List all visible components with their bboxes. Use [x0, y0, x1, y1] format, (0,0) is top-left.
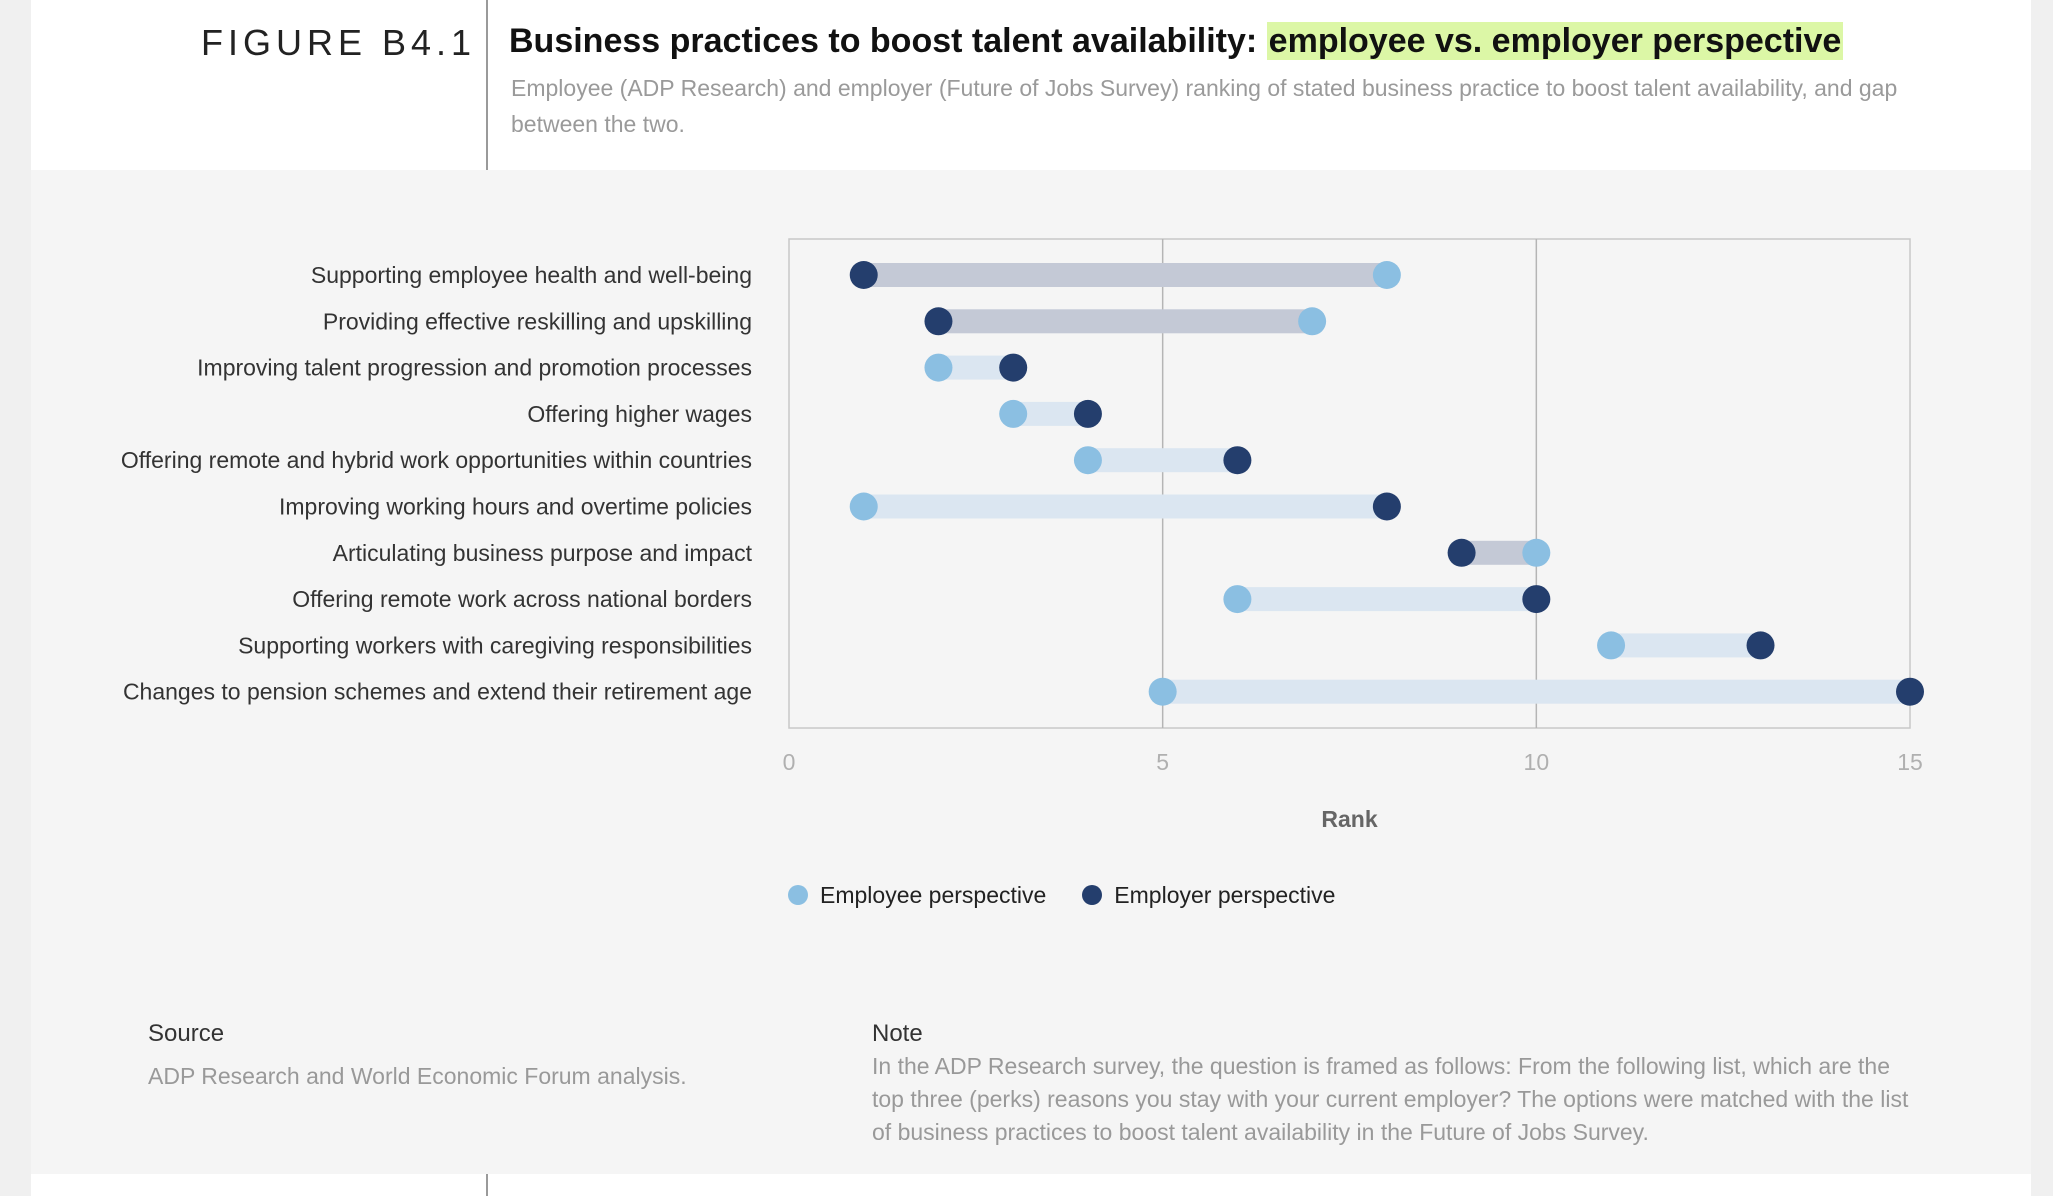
x-tick-label: 0	[783, 749, 796, 775]
plot-frame	[788, 238, 1911, 729]
source-heading: Source	[148, 1020, 225, 1047]
right-margin	[2031, 0, 2053, 1196]
note-text: In the ADP Research survey, the question…	[872, 1053, 1909, 1145]
employer-point	[924, 307, 953, 336]
figure-title: Business practices to boost talent avail…	[509, 22, 1844, 61]
source-text: ADP Research and World Economic Forum an…	[148, 1063, 687, 1089]
figure-title-main: Business practices to boost talent avail…	[509, 22, 1267, 60]
x-axis-label: Rank	[1321, 806, 1377, 832]
legend-item-employer: Employer perspective	[1082, 882, 1335, 909]
employee-point	[1298, 307, 1327, 336]
gap-bar	[1237, 587, 1537, 612]
employee-point	[924, 353, 953, 382]
employee-point	[1073, 446, 1102, 475]
category-label: Providing effective reskilling and upski…	[323, 308, 752, 334]
employee-point	[1597, 631, 1626, 660]
category-label: Offering remote and hybrid work opportun…	[121, 447, 752, 473]
employer-point	[1073, 399, 1102, 428]
header-divider	[486, 0, 488, 170]
footer-divider	[486, 1174, 488, 1196]
employee-point	[1522, 538, 1551, 567]
chart-legend: Employee perspective Employer perspectiv…	[788, 880, 1371, 910]
category-label: Supporting employee health and well-bein…	[311, 262, 752, 288]
category-label: Supporting workers with caregiving respo…	[238, 632, 752, 658]
x-tick-label: 10	[1524, 749, 1550, 775]
employer-point	[1223, 446, 1252, 475]
gap-bar	[863, 494, 1387, 519]
category-label: Offering higher wages	[527, 401, 752, 427]
employer-point	[1522, 585, 1551, 614]
x-tick-label: 5	[1156, 749, 1169, 775]
footer-band	[31, 1174, 2031, 1196]
category-label: Changes to pension schemes and extend th…	[123, 679, 752, 705]
legend-employer-dot	[1082, 885, 1103, 905]
category-label: Improving working hours and overtime pol…	[279, 494, 752, 520]
legend-employer-label: Employer perspective	[1114, 881, 1336, 908]
category-label: Articulating business purpose and impact	[333, 540, 753, 566]
gap-bar	[863, 263, 1387, 287]
category-label: Improving talent progression and promoti…	[197, 355, 752, 381]
employer-point	[849, 261, 878, 289]
left-margin	[0, 0, 31, 1196]
x-tick-label: 15	[1897, 749, 1923, 775]
gap-bar	[938, 309, 1313, 334]
employer-point	[1896, 677, 1924, 706]
employer-point	[1372, 492, 1401, 521]
dumbbell-chart: 0 5 10 15 Rank Supporting employee health and…	[121, 238, 1924, 832]
gap-bar	[1162, 679, 1910, 704]
figure-label: FIGURE B4.1	[201, 22, 477, 63]
gap-bar	[1611, 633, 1761, 658]
figure-title-highlight: employee vs. employer perspective	[1266, 22, 1844, 60]
employer-point	[1746, 631, 1775, 660]
employee-point	[999, 399, 1028, 428]
employee-point	[1372, 261, 1401, 289]
employee-point	[849, 492, 878, 521]
legend-employee-label: Employee perspective	[820, 881, 1047, 908]
employee-point	[1223, 585, 1252, 614]
note-heading: Note	[872, 1020, 923, 1047]
category-label: Offering remote work across national bor…	[292, 586, 752, 612]
employee-point	[1148, 677, 1177, 706]
figure-subtitle: Employee (ADP Research) and employer (Fu…	[511, 75, 1898, 137]
gap-bar	[1087, 448, 1238, 473]
legend-employee-dot	[788, 885, 808, 905]
employer-point	[1447, 538, 1476, 567]
legend-item-employee: Employee perspective	[788, 882, 1046, 909]
employer-point	[999, 353, 1028, 382]
